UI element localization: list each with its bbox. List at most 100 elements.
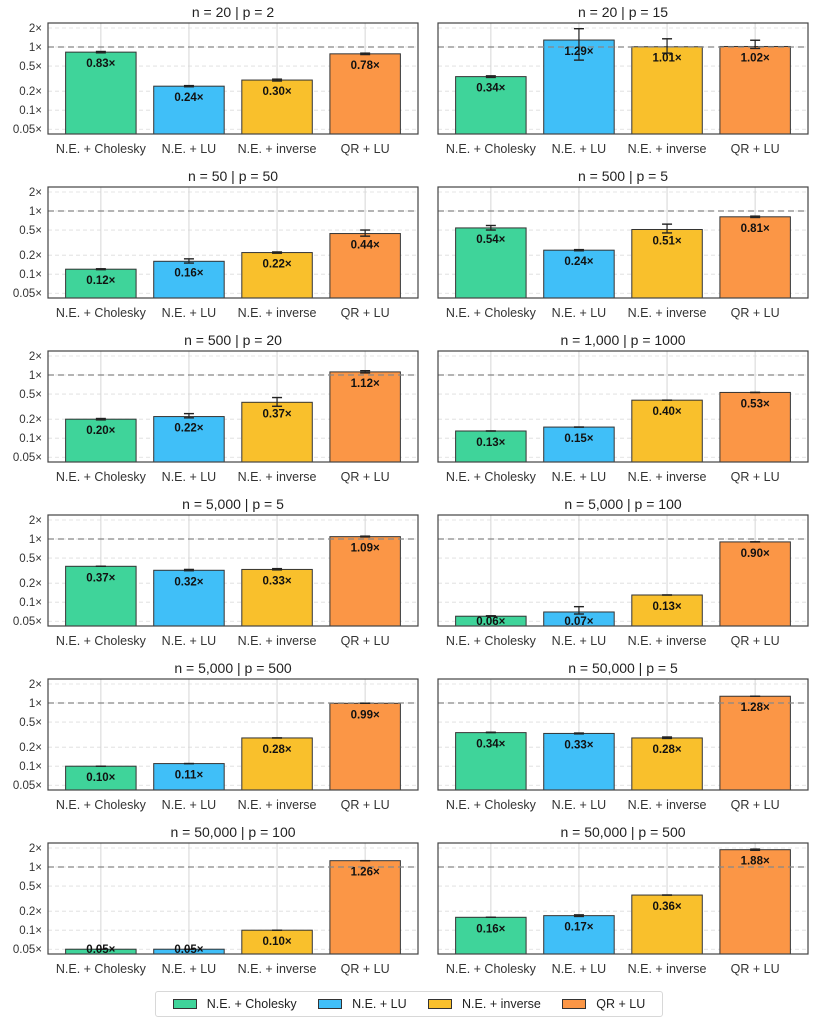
data-label: 0.10× bbox=[262, 936, 291, 948]
data-label: 0.53× bbox=[741, 398, 770, 410]
data-label: 0.33× bbox=[262, 575, 291, 587]
x-tick-label: QR + LU bbox=[341, 962, 390, 976]
bar bbox=[153, 763, 225, 791]
error-bar bbox=[183, 568, 194, 572]
error-bar bbox=[662, 223, 673, 234]
axes-frame bbox=[437, 678, 809, 791]
bar bbox=[719, 216, 791, 299]
data-label: 1.88× bbox=[741, 856, 770, 868]
panel-title: n = 5,000 | p = 100 bbox=[564, 496, 682, 512]
data-label: 0.10× bbox=[86, 772, 115, 784]
data-label: 1.28× bbox=[741, 702, 770, 714]
y-tick-label: 0.2× bbox=[19, 250, 42, 262]
x-tick-label: N.E. + LU bbox=[162, 470, 217, 484]
bar bbox=[153, 416, 225, 463]
x-tick-label: N.E. + inverse bbox=[628, 470, 707, 484]
axes-frame bbox=[47, 678, 419, 791]
data-label: 0.34× bbox=[476, 83, 505, 95]
x-tick-label: N.E. + Cholesky bbox=[446, 798, 537, 812]
axes-frame bbox=[47, 842, 419, 955]
x-tick-label: N.E. + LU bbox=[162, 306, 217, 320]
data-label: 1.29× bbox=[564, 46, 593, 58]
data-label: 1.02× bbox=[741, 52, 770, 64]
y-tick-label: 2× bbox=[29, 515, 42, 527]
bar bbox=[241, 79, 313, 135]
y-tick-label: 2× bbox=[29, 23, 42, 35]
x-tick-label: QR + LU bbox=[731, 962, 780, 976]
y-tick-label: 0.5× bbox=[19, 225, 42, 237]
panel-title: n = 500 | p = 5 bbox=[578, 168, 668, 184]
data-label: 1.01× bbox=[652, 53, 681, 65]
panel-title: n = 20 | p = 15 bbox=[578, 4, 668, 20]
axes-frame bbox=[47, 186, 419, 299]
data-label: 0.36× bbox=[652, 901, 681, 913]
bar bbox=[455, 76, 527, 135]
bar bbox=[631, 399, 703, 463]
bar bbox=[65, 51, 137, 135]
data-label: 0.22× bbox=[262, 259, 291, 271]
y-tick-label: 1× bbox=[29, 534, 42, 546]
bar bbox=[241, 401, 313, 463]
panel-title: n = 50,000 | p = 100 bbox=[170, 824, 295, 840]
error-bar bbox=[750, 39, 761, 50]
bar bbox=[329, 702, 401, 791]
bar bbox=[631, 228, 703, 299]
x-tick-label: N.E. + inverse bbox=[238, 962, 317, 976]
y-tick-label: 0.5× bbox=[19, 881, 42, 893]
data-label: 0.44× bbox=[351, 240, 380, 252]
y-tick-label: 1× bbox=[29, 42, 42, 54]
data-label: 0.15× bbox=[564, 433, 593, 445]
error-bar bbox=[485, 75, 496, 79]
x-tick-label: N.E. + LU bbox=[162, 798, 217, 812]
data-label: 0.06× bbox=[476, 616, 505, 628]
subplot-panel: n = 50,000 | p = 100 0.05× 0.1× 0.2× 0.5× 1× 2… bbox=[13, 824, 419, 976]
x-tick-label: N.E. + Cholesky bbox=[446, 142, 537, 156]
bar bbox=[153, 85, 225, 135]
y-tick-label: 0.1× bbox=[19, 433, 42, 445]
x-tick-label: N.E. + Cholesky bbox=[446, 634, 537, 648]
bar bbox=[631, 894, 703, 955]
data-label: 0.34× bbox=[476, 739, 505, 751]
legend-item-cholesky: N.E. + Cholesky bbox=[172, 997, 297, 1011]
error-bar bbox=[750, 215, 761, 219]
data-label: 0.51× bbox=[652, 235, 681, 247]
y-tick-label: 0.2× bbox=[19, 742, 42, 754]
panel-title: n = 500 | p = 20 bbox=[184, 332, 282, 348]
error-bar bbox=[95, 268, 106, 271]
error-bar bbox=[360, 370, 371, 374]
data-label: 0.28× bbox=[652, 744, 681, 756]
legend-swatch-inverse bbox=[428, 999, 453, 1009]
data-label: 0.37× bbox=[262, 408, 291, 420]
x-tick-label: N.E. + inverse bbox=[238, 142, 317, 156]
bar bbox=[65, 565, 137, 627]
data-label: 0.16× bbox=[476, 923, 505, 935]
error-bar bbox=[360, 52, 371, 56]
data-label: 0.83× bbox=[86, 58, 115, 70]
data-label: 0.40× bbox=[652, 406, 681, 418]
bar bbox=[329, 233, 401, 299]
panel-title: n = 5,000 | p = 500 bbox=[174, 660, 292, 676]
error-bar bbox=[272, 78, 283, 82]
x-tick-label: N.E. + LU bbox=[552, 962, 607, 976]
data-label: 0.07× bbox=[564, 616, 593, 628]
x-tick-label: N.E. + LU bbox=[552, 470, 607, 484]
legend-label: N.E. + Cholesky bbox=[206, 997, 297, 1011]
x-tick-label: N.E. + Cholesky bbox=[446, 470, 537, 484]
y-tick-label: 0.2× bbox=[19, 86, 42, 98]
data-label: 0.20× bbox=[86, 425, 115, 437]
data-label: 0.90× bbox=[741, 548, 770, 560]
data-label: 0.05× bbox=[174, 944, 203, 956]
bar bbox=[455, 916, 527, 955]
legend-swatch-qr-lu bbox=[562, 999, 587, 1009]
y-tick-label: 0.5× bbox=[19, 61, 42, 73]
error-bar bbox=[360, 535, 371, 538]
error-bar bbox=[272, 251, 283, 254]
data-label: 0.81× bbox=[741, 223, 770, 235]
subplot-panel: n = 20 | p = 15 0.34× 1.29× 1.01× 1.02× N.E. … bbox=[437, 4, 809, 156]
x-tick-label: QR + LU bbox=[731, 306, 780, 320]
x-tick-label: QR + LU bbox=[341, 306, 390, 320]
x-tick-label: N.E. + inverse bbox=[628, 306, 707, 320]
axes-frame bbox=[437, 842, 809, 955]
bar bbox=[329, 53, 401, 135]
